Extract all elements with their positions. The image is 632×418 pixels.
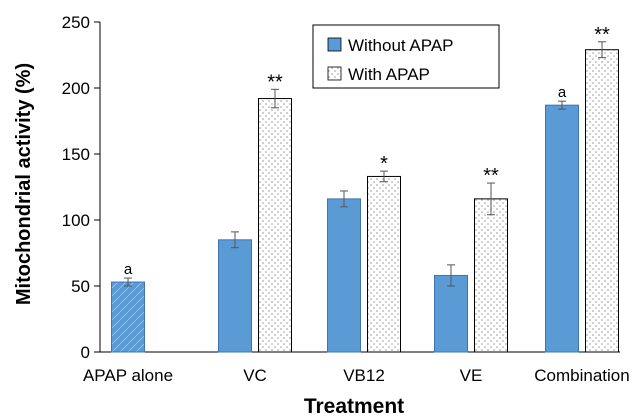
legend-swatch-without-apap — [327, 37, 342, 52]
significance-label: ** — [483, 165, 499, 187]
significance-label: * — [380, 153, 388, 175]
x-tick-label: VC — [243, 366, 267, 385]
bar-with-apap — [585, 49, 619, 353]
significance-label: a — [558, 84, 567, 101]
significance-label: ** — [594, 24, 610, 46]
significance-label: a — [124, 261, 133, 278]
y-tick-label: 250 — [62, 13, 90, 32]
legend-swatch-with-apap — [327, 66, 342, 81]
bar-without-apap — [434, 274, 468, 353]
x-tick-label: VB12 — [343, 366, 385, 385]
legend-box — [312, 24, 500, 89]
bar-apap-alone — [111, 281, 145, 353]
bar-with-apap — [474, 198, 508, 353]
legend-label-with-apap: With APAP — [348, 65, 430, 84]
x-tick-label: APAP alone — [83, 366, 173, 385]
y-tick-label: 50 — [71, 277, 90, 296]
plot-area: 0 50 100 150 200 250 APAP alone VC VB12 VE Combina… — [62, 13, 630, 385]
legend-label-without-apap: Without APAP — [348, 36, 454, 55]
bar-with-apap — [367, 175, 401, 353]
y-axis-title: Mitochondrial activity (%) — [13, 63, 35, 305]
bar-with-apap — [258, 98, 292, 353]
legend: Without APAP With APAP — [312, 24, 500, 89]
x-axis-title: Treatment — [304, 395, 404, 418]
y-tick-label: 200 — [62, 79, 90, 98]
significance-label: ** — [267, 71, 283, 93]
y-tick-label: 150 — [62, 145, 90, 164]
bar-without-apap — [327, 198, 361, 353]
x-tick-label: Combination — [534, 366, 629, 385]
bar-without-apap — [545, 104, 579, 353]
x-tick-label: VE — [460, 366, 483, 385]
y-tick-label: 100 — [62, 211, 90, 230]
y-tick-label: 0 — [81, 343, 90, 362]
bar-without-apap — [218, 239, 252, 353]
